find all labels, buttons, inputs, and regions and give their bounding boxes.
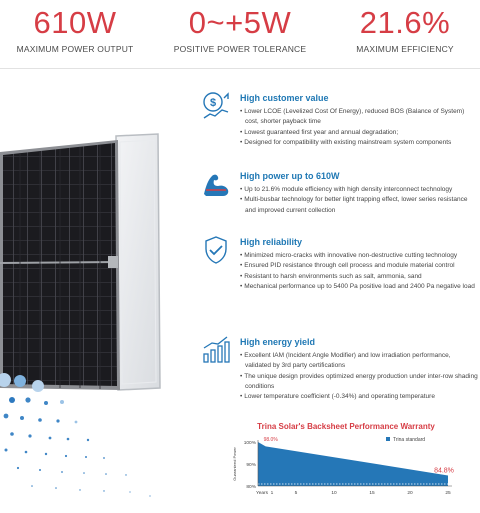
flexed-arm-icon <box>204 174 229 196</box>
feature-bullet: Designed for compatibility with existing… <box>240 138 478 148</box>
svg-text:$: $ <box>210 97 216 109</box>
annotation-end: 84.8% <box>434 467 454 474</box>
feature-bullet: Minimized micro-cracks with innovative n… <box>240 251 478 261</box>
stat-value: 0~+5W <box>188 5 292 40</box>
x-tick-label: 15 <box>369 490 375 496</box>
x-tick-label: 5 <box>295 490 298 496</box>
feature-bullet: Resistant to harsh environments such as … <box>240 272 478 282</box>
y-tick-label: 90% <box>246 462 256 468</box>
feature-bullet: Multi-busbar technology for better light… <box>240 195 478 216</box>
solar-panel-illustration <box>0 100 200 508</box>
x-tick-label: 1 <box>271 490 274 496</box>
y-axis-label: Guaranteed Power <box>232 447 237 481</box>
feature-bullet: Mechanical performance up to 5400 Pa pos… <box>240 282 478 292</box>
feature-title: High energy yield <box>240 337 316 347</box>
stat-value: 610W <box>33 5 117 40</box>
panel-back <box>115 133 161 391</box>
legend-label: Trina standard <box>393 437 425 443</box>
feature-bullet: Ensured PID resistance through cell proc… <box>240 261 478 271</box>
stat-label: MAXIMUM POWER OUTPUT <box>16 44 134 54</box>
stat-label: POSITIVE POWER TOLERANCE <box>173 44 307 54</box>
y-tick-label: 100% <box>244 440 257 446</box>
feature-title: High reliability <box>240 237 303 247</box>
header-divider <box>0 68 480 69</box>
legend-swatch <box>386 437 390 441</box>
feature-title: High customer value <box>240 93 329 103</box>
warranty-title: Trina Solar's Backsheet Performance Warr… <box>257 422 435 431</box>
stat-value: 21.6% <box>359 5 451 40</box>
solar-panel-graphic <box>0 133 161 497</box>
x-tick-label: 20 <box>407 490 413 496</box>
x-tick-label: 10 <box>331 490 337 496</box>
shield-handshake-icon <box>205 236 227 264</box>
feature-bullets: Lower LCOE (Levelized Cost Of Energy), r… <box>240 107 478 148</box>
feature-bullets: Up to 21.6% module efficiency with high … <box>240 185 478 216</box>
panel-front <box>0 140 120 390</box>
bar-growth-icon <box>203 336 230 363</box>
warranty-section: Trina Solar's Backsheet Performance Warr… <box>222 418 480 508</box>
stats-header: 610W MAXIMUM POWER OUTPUT 0~+5W POSITIVE… <box>0 0 480 68</box>
feature-bullet: Excellent IAM (Incident Angle Modifier) … <box>240 351 478 372</box>
x-tick-label: 25 <box>445 490 451 496</box>
stat-label: MAXIMUM EFFICIENCY <box>356 44 454 54</box>
feature-bullets: Excellent IAM (Incident Angle Modifier) … <box>240 351 478 402</box>
feature-bullet: Lowest guaranteed first year and annual … <box>240 128 478 138</box>
warranty-area <box>258 442 448 486</box>
feature-bullet: Up to 21.6% module efficiency with high … <box>240 185 478 195</box>
y-tick-label: 80% <box>246 484 256 490</box>
feature-title: High power up to 610W <box>240 171 340 181</box>
dollar-chart-icon: $ <box>203 92 229 119</box>
feature-bullet: Lower temperature coefficient (-0.34%) a… <box>240 392 478 402</box>
stat-power-tolerance: 0~+5W POSITIVE POWER TOLERANCE <box>160 5 320 55</box>
annotation-start: 98.0% <box>264 437 279 443</box>
feature-bullet: The unique design provides optimized ene… <box>240 372 478 393</box>
stat-max-power: 610W MAXIMUM POWER OUTPUT <box>0 5 150 55</box>
decorative-dots <box>0 373 151 497</box>
stat-max-efficiency: 21.6% MAXIMUM EFFICIENCY <box>330 5 480 55</box>
x-axis-label: Years <box>256 490 269 496</box>
feature-bullet: Lower LCOE (Levelized Cost Of Energy), r… <box>240 107 478 128</box>
feature-bullets: Minimized micro-cracks with innovative n… <box>240 251 478 292</box>
